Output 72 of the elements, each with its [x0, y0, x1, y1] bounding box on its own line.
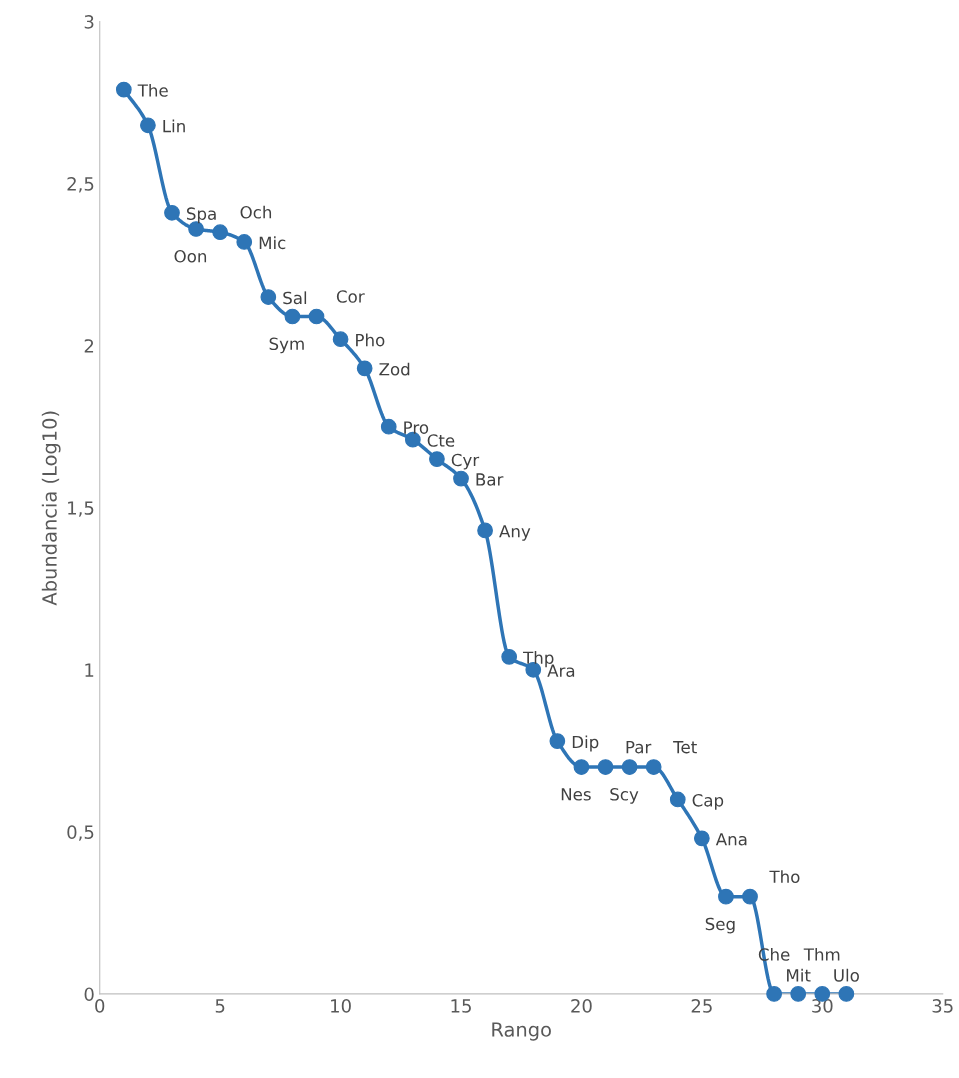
- annotation: Tet: [673, 740, 697, 754]
- annotation: Dip: [572, 735, 599, 752]
- point: [693, 830, 710, 847]
- y-tick-label: 1,5: [68, 501, 94, 517]
- point: [308, 308, 325, 325]
- annotation: Seg: [705, 917, 735, 934]
- point: [597, 759, 614, 775]
- point: [742, 888, 758, 905]
- point: [236, 234, 253, 250]
- point: [621, 759, 638, 775]
- annotation: Bar: [476, 473, 504, 486]
- point: [212, 224, 229, 241]
- point: [284, 308, 301, 325]
- annotation: Spa: [186, 207, 216, 224]
- point: [669, 791, 686, 808]
- x-tick-label: 0: [95, 999, 105, 1013]
- point: [164, 204, 180, 221]
- x-tick-label: 15: [451, 999, 471, 1013]
- x-tick-label: 25: [691, 999, 712, 1013]
- annotation: Cap: [692, 794, 724, 810]
- annotation: Sal: [283, 291, 307, 305]
- point: [332, 331, 349, 348]
- point: [501, 648, 518, 665]
- y-tick-label: 0: [84, 987, 94, 1002]
- annotation: Cor: [336, 290, 365, 303]
- annotation: Any: [499, 525, 531, 541]
- x-tick-label: 30: [812, 999, 833, 1013]
- x-tick-label: 10: [331, 999, 351, 1013]
- point: [429, 451, 445, 467]
- point: [718, 888, 734, 905]
- y-tick-label: 1: [85, 663, 94, 677]
- annotation: Zod: [379, 362, 410, 376]
- annotation: Ulo: [834, 968, 859, 982]
- x-tick-label: 35: [932, 999, 953, 1013]
- point: [260, 289, 277, 305]
- y-tick-label: 3: [84, 15, 94, 29]
- annotation: Nes: [561, 788, 591, 801]
- annotation: Oon: [174, 249, 207, 263]
- point: [790, 986, 807, 1002]
- annotation: Pho: [356, 333, 385, 347]
- point: [115, 81, 132, 98]
- annotation: Scy: [610, 788, 639, 804]
- annotation: Mic: [259, 236, 286, 250]
- annotation: Pro: [404, 421, 429, 434]
- annotation: Mit: [787, 968, 811, 982]
- x-axis-title: Rango: [492, 1022, 551, 1041]
- annotation: Lin: [163, 119, 185, 133]
- annotation: Och: [240, 205, 272, 219]
- point: [573, 759, 590, 775]
- y-tick-label: 0,5: [67, 825, 94, 841]
- point: [140, 117, 156, 134]
- y-tick-label: 2,5: [67, 177, 94, 193]
- annotation: Cte: [427, 434, 455, 447]
- y-tick-label: 2: [84, 339, 94, 353]
- y-axis-title: Abundancia (Log10): [41, 411, 61, 606]
- point: [380, 418, 397, 435]
- annotation: Ana: [715, 833, 747, 846]
- point: [549, 733, 566, 749]
- annotation: Par: [626, 740, 652, 754]
- x-tick-label: 5: [215, 999, 225, 1013]
- point: [477, 522, 493, 539]
- annotation: Sym: [269, 337, 304, 354]
- annotation: The: [137, 83, 168, 97]
- point: [645, 759, 662, 775]
- point: [356, 360, 373, 377]
- point: [838, 986, 855, 1002]
- annotation: Cyr: [451, 453, 480, 470]
- x-tick-label: 20: [571, 999, 592, 1013]
- point: [453, 470, 469, 487]
- annotation: Tho: [769, 870, 800, 884]
- point: [766, 986, 782, 1002]
- annotation: Thm: [803, 947, 840, 961]
